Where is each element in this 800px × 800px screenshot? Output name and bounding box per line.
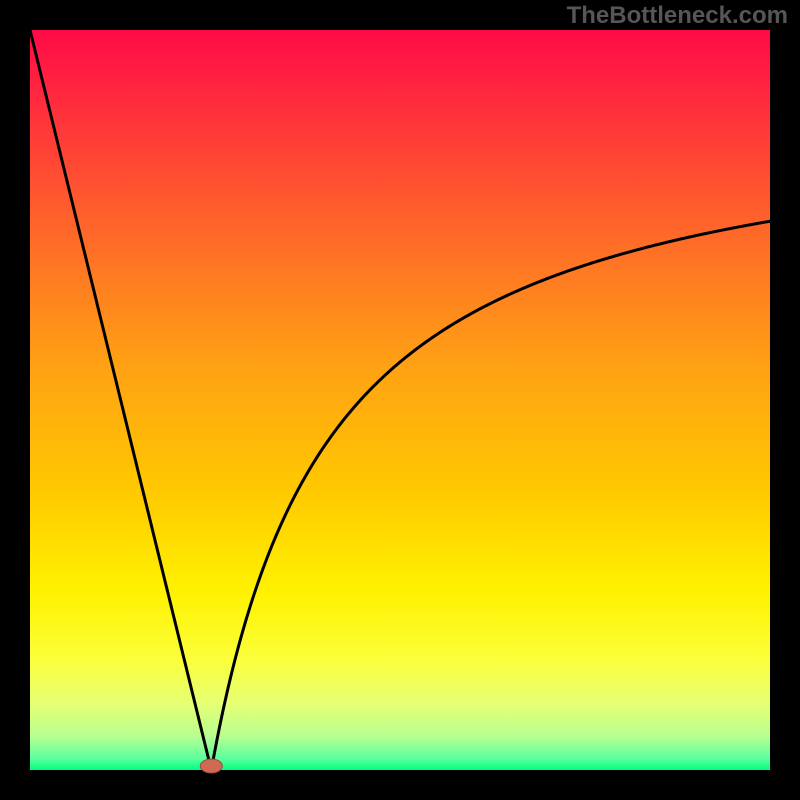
watermark-text: TheBottleneck.com — [567, 2, 788, 30]
plot-background — [30, 30, 770, 770]
chart-root: TheBottleneck.com — [0, 0, 800, 800]
bottleneck-curve-chart — [0, 0, 800, 800]
optimal-point-marker — [200, 759, 222, 773]
